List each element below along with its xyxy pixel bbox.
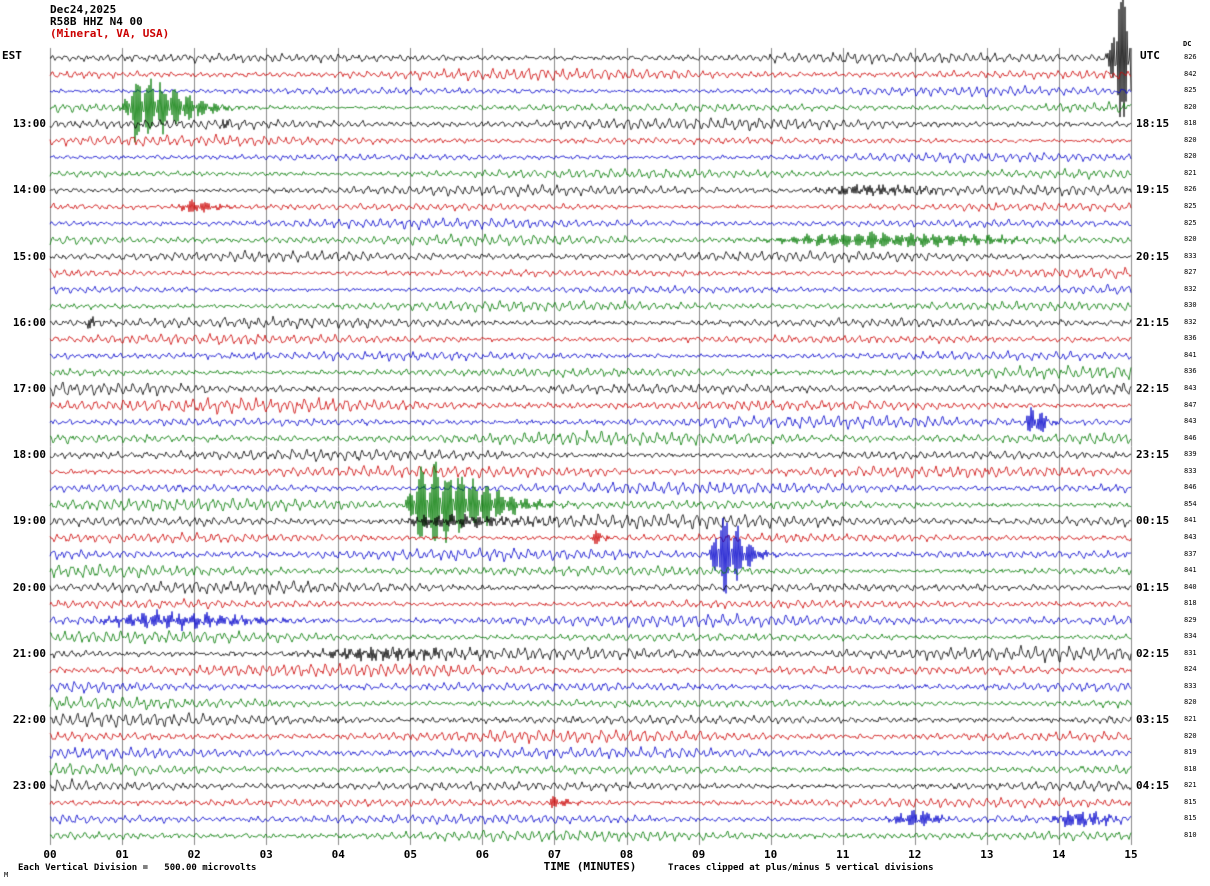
right-time-label: 04:15 [1136,779,1170,793]
dc-offset-value: 832 [1184,284,1197,293]
right-time-label: 22:15 [1136,382,1170,395]
dc-offset-value: 818 [1184,119,1197,128]
minute-tick-label: 10 [764,848,778,861]
dc-offset-value: 840 [1184,582,1197,591]
right-time-label: 03:15 [1136,713,1170,726]
dc-offset-value: 832 [1184,317,1197,326]
minute-tick-label: 00 [43,848,57,861]
right-time-label: 18:15 [1136,117,1170,131]
dc-offset-value: 841 [1184,516,1197,525]
left-time-label: 22:00 [12,713,46,726]
minute-tick-label: 07 [547,848,562,861]
dc-offset-value: 841 [1184,350,1197,359]
right-time-label: 01:15 [1136,580,1170,594]
left-time-label: 16:00 [12,315,46,329]
left-axis-title: EST [2,49,22,62]
dc-column-label: DC [1183,40,1192,48]
dc-offset-value: 820 [1184,731,1197,740]
left-time-label: 20:00 [12,580,46,594]
minute-tick-label: 05 [403,848,417,861]
dc-offset-value: 820 [1184,152,1197,161]
footer-scale-note: Each Vertical Division = 500.00 microvol… [18,863,257,873]
minute-tick-label: 09 [691,848,706,861]
minute-tick-label: 13 [980,848,994,861]
dc-offset-value: 833 [1184,681,1197,690]
dc-offset-value: 842 [1184,69,1197,78]
minute-tick-label: 04 [331,848,345,861]
dc-offset-value: 818 [1184,599,1197,608]
dc-offset-value: 815 [1184,797,1197,806]
right-time-label: 02:15 [1136,646,1170,660]
dc-offset-value: 821 [1184,168,1197,177]
minute-tick-label: 03 [259,848,273,861]
header-station: R58B HHZ N4 00 [50,15,143,28]
dc-offset-value: 854 [1184,499,1197,508]
minute-tick-label: 06 [475,848,490,861]
minute-tick-label: 14 [1052,848,1066,861]
left-time-label: 13:00 [12,117,46,131]
left-time-label: 18:00 [12,448,46,462]
minute-tick-label: 15 [1124,848,1138,861]
dc-offset-value: 818 [1184,764,1197,773]
dc-offset-value: 836 [1184,334,1197,343]
dc-offset-value: 825 [1184,86,1197,95]
dc-offset-value: 825 [1184,218,1197,227]
left-time-label: 15:00 [12,249,46,263]
dc-offset-value: 843 [1184,532,1197,541]
right-time-label: 00:15 [1136,514,1170,528]
left-time-label: 14:00 [12,183,46,197]
minute-tick-label: 08 [619,848,634,861]
minute-tick-label: 12 [908,848,922,861]
left-time-label: 17:00 [12,382,46,395]
dc-offset-value: 820 [1184,135,1197,144]
right-time-label: 23:15 [1136,448,1170,462]
x-axis-title: TIME (MINUTES) [543,860,637,873]
dc-offset-value: 833 [1184,251,1197,260]
left-time-label: 23:00 [12,779,46,793]
left-time-label: 21:00 [12,646,46,660]
dc-offset-value: 834 [1184,632,1197,641]
dc-offset-value: 820 [1184,698,1197,707]
dc-offset-value: 826 [1184,185,1197,194]
dc-offset-value: 843 [1184,417,1197,426]
footer-clip-note: Traces clipped at plus/minus 5 vertical … [668,863,934,873]
right-time-label: 19:15 [1136,183,1170,197]
dc-offset-value: 843 [1184,384,1197,392]
dc-offset-value: 815 [1184,814,1197,823]
left-time-label: 19:00 [12,514,46,528]
dc-offset-value: 821 [1184,715,1197,723]
dc-offset-value: 824 [1184,665,1197,674]
dc-offset-value: 825 [1184,201,1197,210]
dc-offset-value: 830 [1184,301,1197,310]
header-date: Dec24,2025 [50,3,117,16]
right-axis-title: UTC [1140,49,1160,62]
dc-offset-value: 841 [1184,566,1197,575]
dc-offset-value: 826 [1184,53,1197,61]
dc-offset-value: 820 [1184,235,1197,244]
minute-tick-label: 02 [187,848,201,861]
dc-offset-value: 846 [1184,433,1197,442]
dc-offset-value: 833 [1184,466,1197,475]
watermark-mark: M [4,871,9,879]
dc-offset-value: 831 [1184,648,1197,657]
dc-offset-value: 846 [1184,483,1197,492]
right-time-label: 20:15 [1136,249,1170,263]
dc-offset-value: 819 [1184,748,1197,757]
dc-offset-value: 829 [1184,615,1197,624]
minute-tick-label: 01 [115,848,129,861]
dc-offset-value: 836 [1184,367,1197,376]
dc-offset-value: 827 [1184,268,1197,277]
dc-offset-value: 837 [1184,549,1197,558]
dc-offset-value: 810 [1184,830,1197,839]
right-time-label: 21:15 [1136,315,1170,329]
dc-offset-value: 847 [1184,400,1197,409]
dc-offset-value: 821 [1184,781,1197,790]
header-location: (Mineral, VA, USA) [50,27,170,40]
minute-tick-label: 11 [836,848,850,861]
dc-offset-value: 820 [1184,102,1197,111]
dc-offset-value: 839 [1184,450,1197,459]
